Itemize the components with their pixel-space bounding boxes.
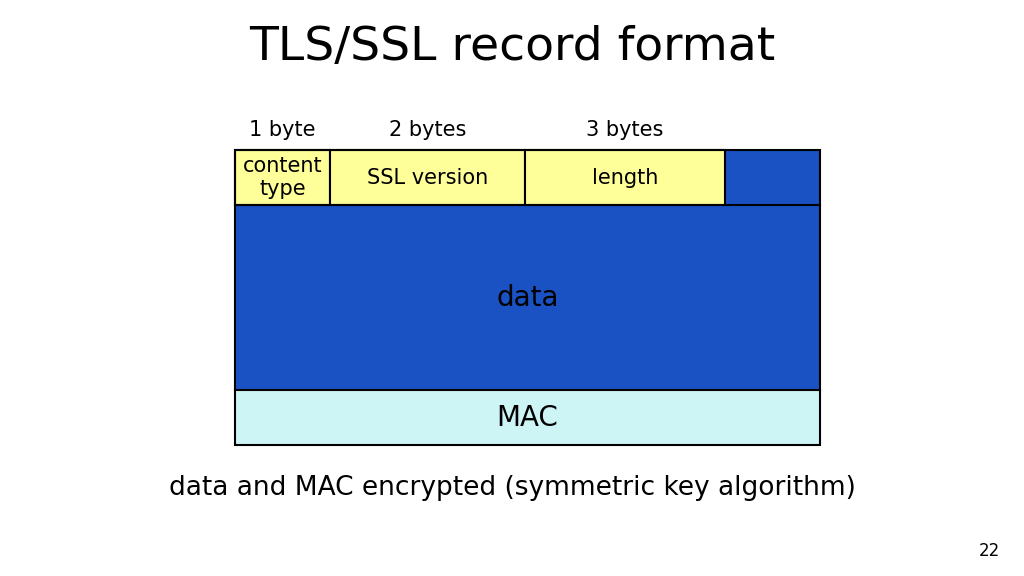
Bar	[234, 150, 330, 205]
Text: 1 byte: 1 byte	[249, 120, 315, 140]
Text: data: data	[497, 283, 559, 312]
Text: content
type: content type	[243, 156, 323, 199]
Bar	[330, 150, 525, 205]
Text: 3 bytes: 3 bytes	[587, 120, 664, 140]
Text: MAC: MAC	[497, 404, 558, 431]
Bar	[234, 150, 820, 445]
Bar	[525, 150, 725, 205]
Text: 2 bytes: 2 bytes	[389, 120, 466, 140]
Text: TLS/SSL record format: TLS/SSL record format	[249, 25, 775, 70]
Bar	[234, 390, 820, 445]
Text: length: length	[592, 168, 658, 188]
Bar	[234, 150, 820, 445]
Text: SSL version: SSL version	[367, 168, 488, 188]
Text: data and MAC encrypted (symmetric key algorithm): data and MAC encrypted (symmetric key al…	[169, 475, 855, 501]
Text: 22: 22	[979, 542, 1000, 560]
